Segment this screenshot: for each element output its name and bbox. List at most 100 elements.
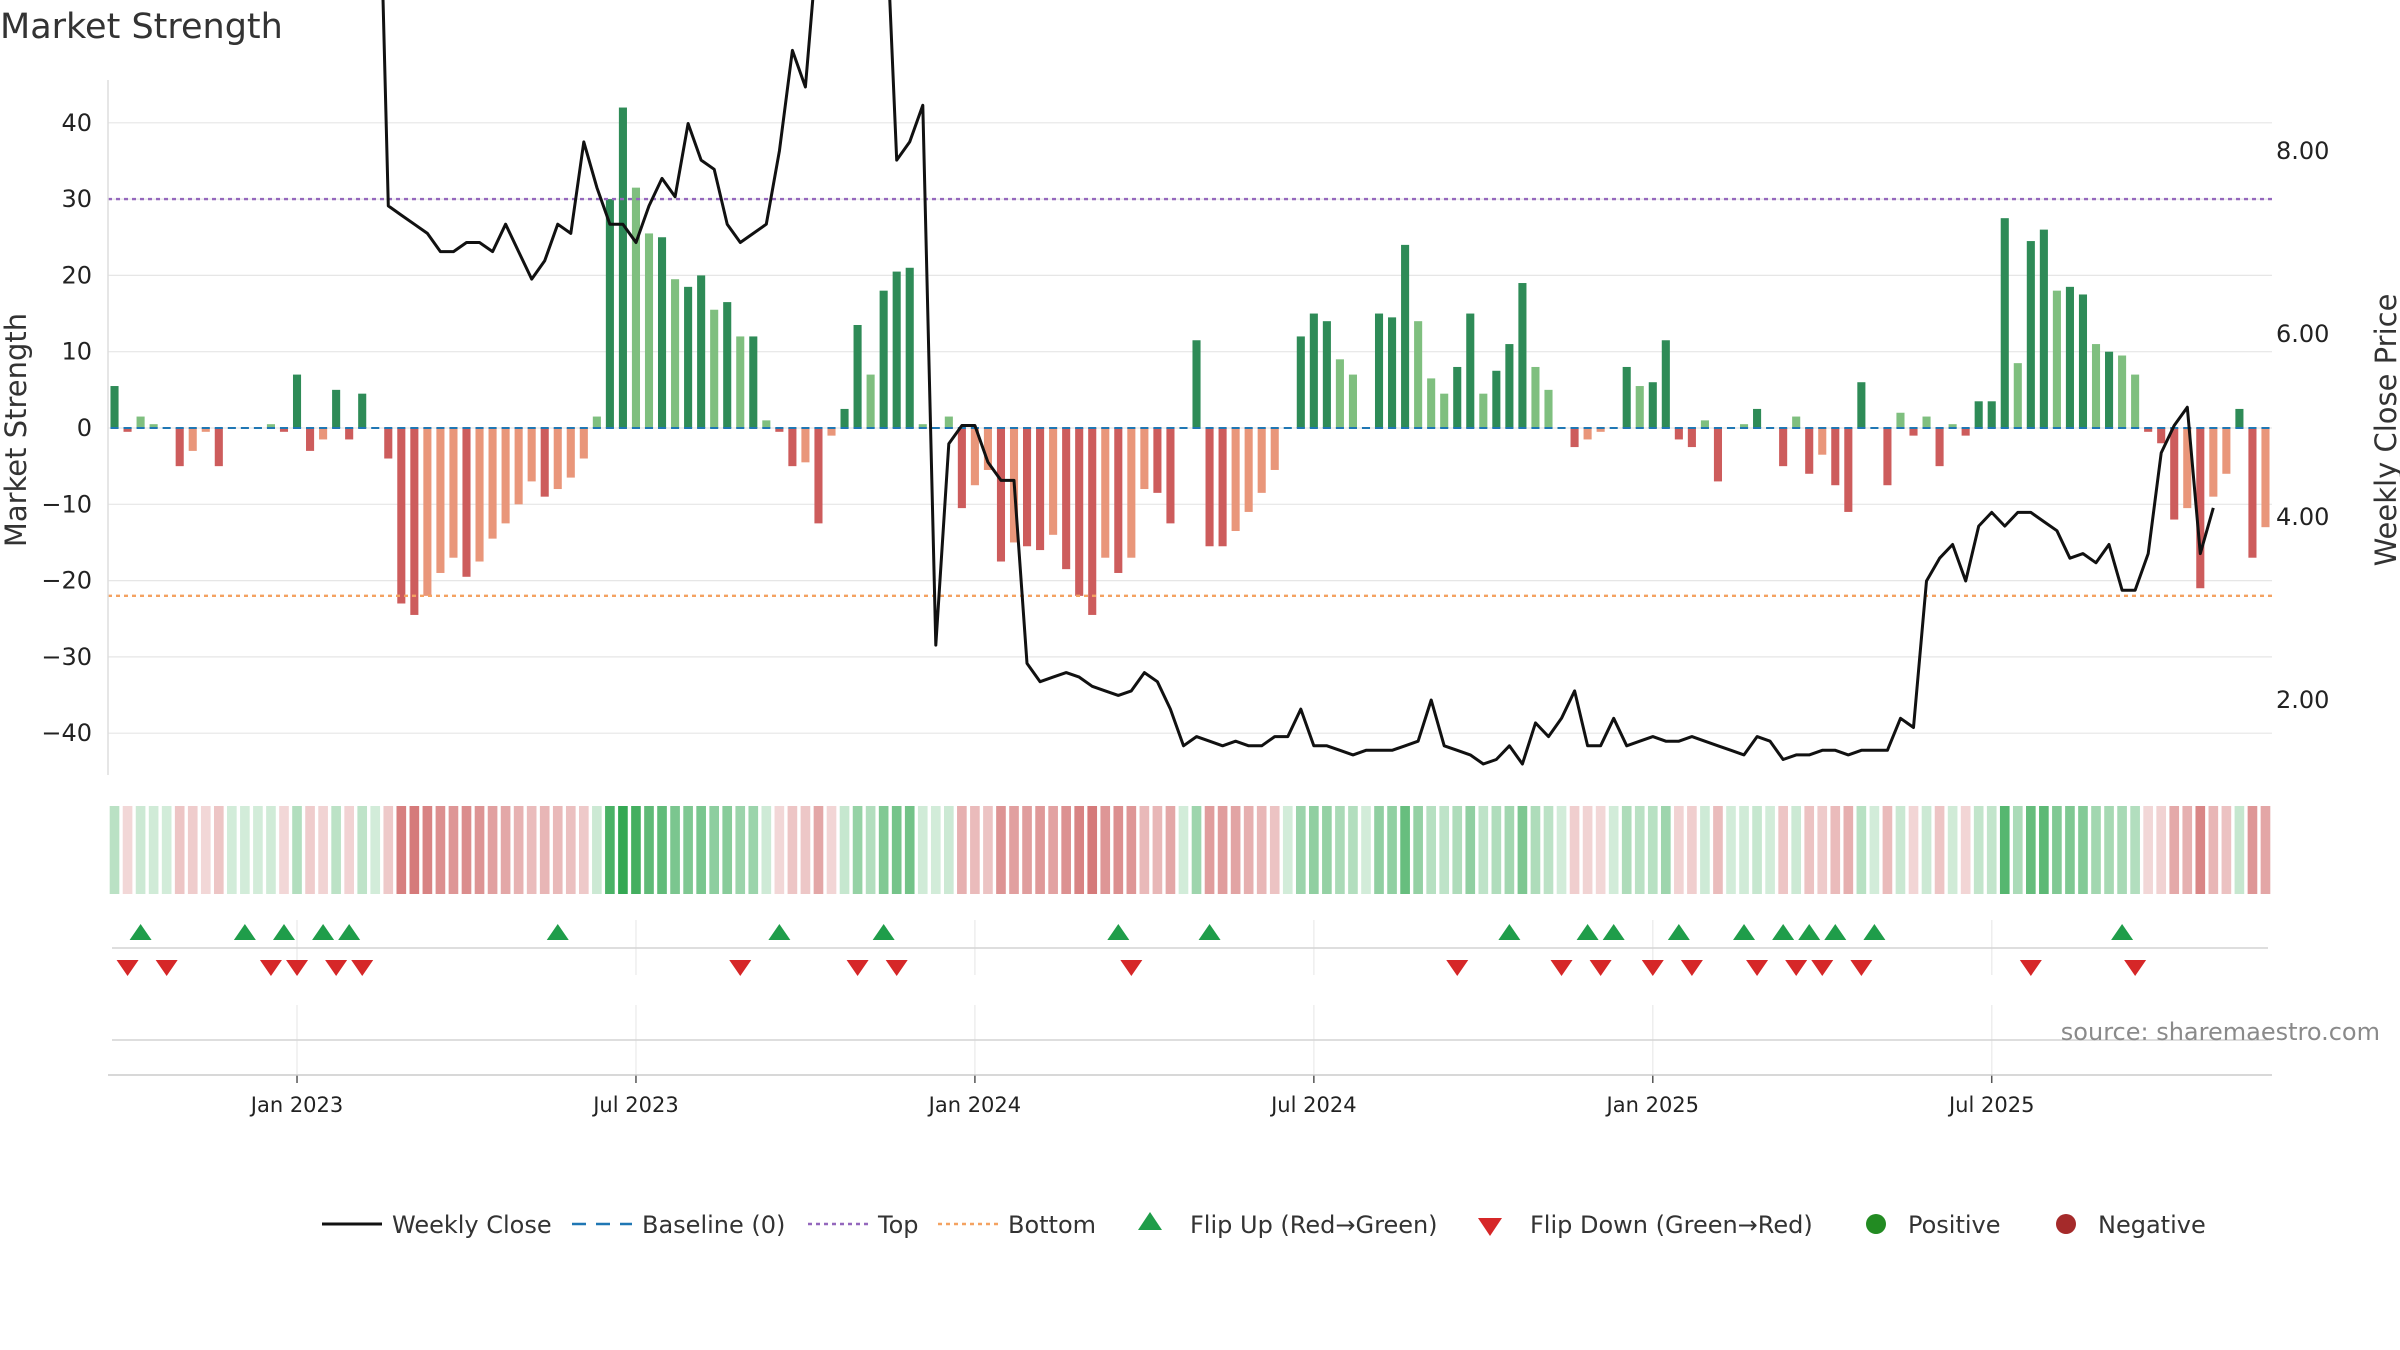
- heat-cell: [1960, 806, 1971, 894]
- heat-cell: [2247, 806, 2258, 894]
- strength-bar: [214, 428, 223, 467]
- x-tick-label: Jan 2025: [1605, 1093, 1700, 1117]
- heat-cell: [1647, 806, 1658, 894]
- strength-bar: [2235, 408, 2244, 428]
- strength-bar: [1518, 283, 1527, 428]
- heat-cell: [891, 806, 902, 894]
- heat-cell: [996, 806, 1006, 894]
- heat-cell: [161, 806, 172, 894]
- legend-label: Flip Down (Green→Red): [1530, 1211, 1813, 1239]
- strength-bar: [1479, 393, 1488, 428]
- heat-cell: [1660, 806, 1671, 894]
- strength-bar: [2091, 344, 2101, 428]
- strength-bar: [2157, 428, 2166, 444]
- heat-cell: [344, 806, 354, 894]
- heat-cell: [631, 806, 641, 894]
- legend-label: Flip Up (Red→Green): [1190, 1211, 1438, 1239]
- heat-cell: [1739, 806, 1749, 894]
- flip-down-marker: [116, 960, 139, 976]
- strength-bar: [1166, 428, 1175, 524]
- heat-cell: [409, 806, 420, 894]
- flip-down-marker: [1120, 960, 1143, 976]
- flip-down-marker: [729, 960, 752, 976]
- heat-cell: [122, 806, 133, 894]
- heat-cell: [930, 806, 941, 894]
- heat-cell: [1217, 806, 1228, 894]
- strength-bar: [788, 428, 797, 467]
- strength-bar: [188, 428, 197, 451]
- heat-cell: [1126, 806, 1137, 894]
- heat-cell: [618, 806, 628, 894]
- strength-bar: [540, 428, 549, 497]
- y-tick-label: 10: [61, 338, 92, 366]
- flip-up-marker: [1798, 924, 1821, 940]
- heat-cell: [1517, 806, 1528, 894]
- legend-label: Bottom: [1008, 1211, 1096, 1239]
- heat-cell: [1087, 806, 1098, 894]
- strength-bar: [970, 428, 979, 486]
- strength-bar: [684, 286, 693, 428]
- flip-down-marker: [1680, 960, 1703, 976]
- strength-bar: [449, 428, 458, 558]
- strength-bar: [1974, 401, 1983, 428]
- heat-cell: [865, 806, 876, 894]
- strength-bar: [332, 389, 341, 428]
- flip-up-marker: [1198, 924, 1221, 940]
- heat-cell: [1439, 806, 1450, 894]
- flip-up-marker: [1733, 924, 1756, 940]
- heat-cell: [279, 806, 289, 894]
- heat-cell: [1256, 806, 1267, 894]
- flip-up-marker: [1772, 924, 1795, 940]
- flip-up-marker: [129, 924, 152, 940]
- flip-up-marker: [1824, 924, 1847, 940]
- heat-cell: [1752, 806, 1762, 894]
- flip-down-marker: [1785, 960, 1808, 976]
- strength-bar: [1388, 317, 1397, 428]
- strength-bar: [306, 428, 315, 451]
- strength-bar: [644, 233, 654, 428]
- heat-cell: [1100, 806, 1111, 894]
- heat-cell: [2221, 806, 2232, 894]
- strength-bar: [501, 428, 510, 524]
- heat-cell: [1269, 806, 1280, 894]
- strength-bar: [1674, 428, 1683, 440]
- strength-bar: [657, 237, 667, 428]
- flip-up-marker: [1576, 924, 1599, 940]
- heat-cell: [904, 806, 915, 894]
- heat-cell: [513, 806, 524, 894]
- strength-bar: [1127, 428, 1136, 558]
- heat-cell: [957, 806, 967, 894]
- heat-cell: [552, 806, 563, 894]
- flip-down-marker: [885, 960, 908, 976]
- strength-bar: [1049, 428, 1058, 535]
- heat-cell: [487, 806, 498, 894]
- strength-bar: [1492, 370, 1501, 428]
- heat-cell: [605, 806, 615, 894]
- heat-cell: [852, 806, 863, 894]
- flip-up-marker: [233, 924, 256, 940]
- x-tick-label: Jul 2025: [1947, 1093, 2034, 1117]
- strength-bar: [436, 428, 445, 573]
- heat-cell: [1282, 806, 1293, 894]
- heat-cell: [1139, 806, 1150, 894]
- legend-swatch-negative: [2056, 1214, 2076, 1234]
- heat-cell: [539, 806, 550, 894]
- heat-cell: [1152, 806, 1163, 894]
- strength-bar: [1753, 408, 1762, 428]
- x-tick-label: Jul 2023: [591, 1093, 678, 1117]
- heat-cell: [1335, 806, 1345, 894]
- strength-bar: [410, 428, 419, 615]
- heat-cell: [2091, 806, 2101, 894]
- strength-bar: [1531, 366, 1540, 428]
- heat-cell: [2130, 806, 2140, 894]
- flip-down-marker: [325, 960, 348, 976]
- legend-label: Negative: [2098, 1211, 2206, 1239]
- heat-cell: [670, 806, 680, 894]
- heat-cell: [292, 806, 302, 894]
- strength-bar: [1335, 359, 1344, 428]
- flip-up-marker: [1498, 924, 1521, 940]
- strength-bar: [592, 416, 601, 428]
- strength-bar: [1101, 428, 1110, 558]
- strength-bar: [1036, 428, 1045, 551]
- strength-bar: [1948, 424, 1957, 428]
